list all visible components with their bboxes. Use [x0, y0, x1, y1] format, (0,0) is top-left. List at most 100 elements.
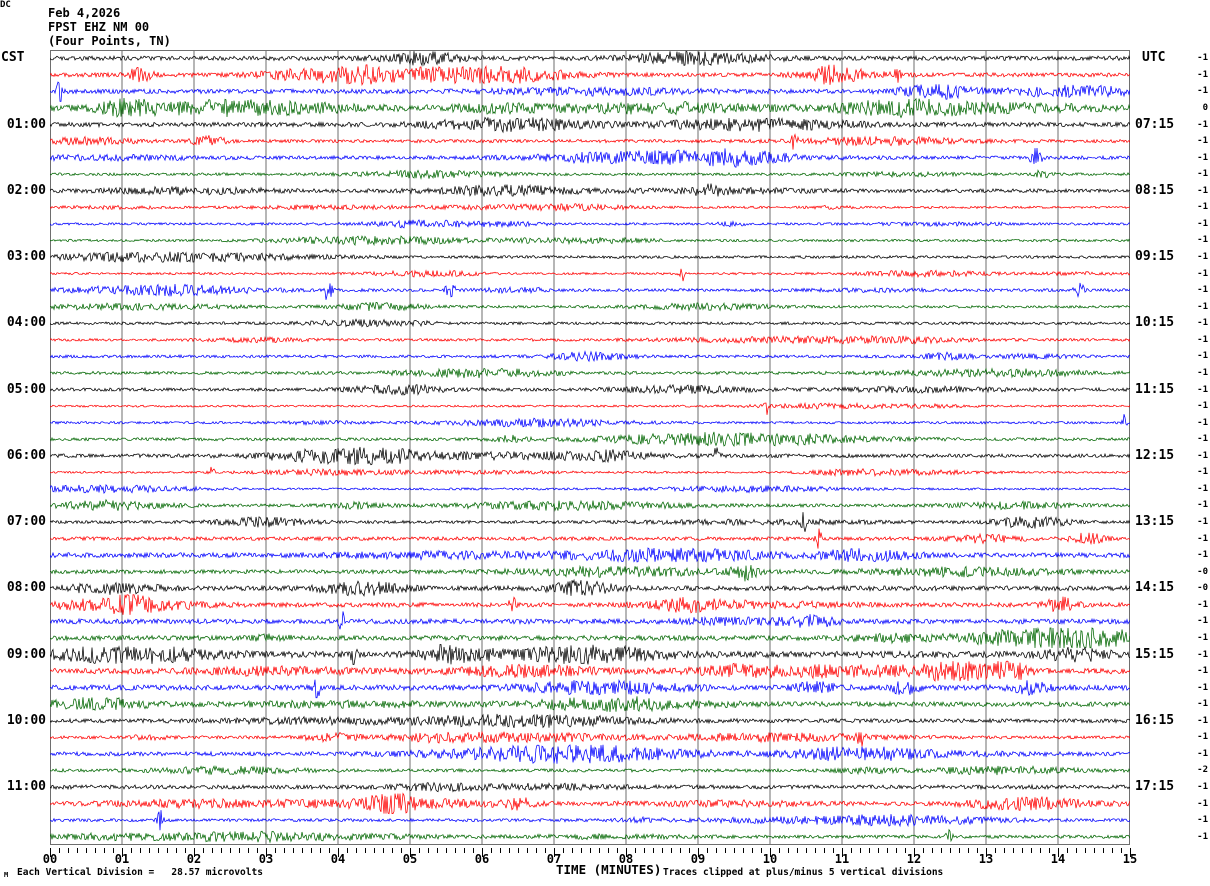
trace-row-43	[49, 765, 1131, 776]
cst-column-header: CST	[1, 50, 25, 65]
x-tick-label: 03	[258, 852, 274, 866]
clipping-note: Traces clipped at plus/minus 5 vertical …	[663, 867, 944, 878]
dc-value: -1	[1197, 483, 1208, 494]
x-tick-label: 12	[906, 852, 922, 866]
dc-value: -1	[1197, 136, 1208, 147]
dc-value: -1	[1197, 318, 1208, 329]
trace-row-13	[49, 268, 1131, 282]
trace-row-39	[49, 696, 1131, 713]
cst-time-label: 09:00	[6, 646, 46, 662]
cst-time-label: 02:00	[6, 182, 46, 198]
x-tick-label: 14	[1050, 852, 1066, 866]
cst-time-label: 08:00	[6, 580, 46, 596]
dc-value: -1	[1197, 500, 1208, 511]
trace-row-33	[49, 594, 1131, 615]
dc-value: -1	[1197, 550, 1208, 561]
trace-row-9	[49, 202, 1131, 213]
dc-value: 0	[1202, 102, 1208, 113]
dc-value: -1	[1197, 334, 1208, 345]
dc-value: -1	[1197, 252, 1208, 263]
x-tick-label: 10	[762, 852, 778, 866]
trace-row-16	[49, 318, 1131, 328]
dc-value: -1	[1197, 434, 1208, 445]
utc-time-label: 09:15	[1135, 249, 1175, 265]
utc-time-label: 14:15	[1135, 580, 1175, 596]
trace-row-46	[49, 810, 1131, 831]
dc-value: -1	[1197, 86, 1208, 97]
utc-time-label: 08:15	[1135, 182, 1175, 198]
dc-value: -1	[1197, 169, 1208, 180]
trace-row-23	[49, 431, 1131, 448]
trace-row-5	[49, 133, 1131, 150]
dc-value: -1	[1197, 351, 1208, 362]
trace-row-26	[49, 484, 1131, 494]
vertical-division-note: Each Vertical Division = 28.57 microvolt…	[17, 867, 263, 878]
header-station: FPST EHZ NM 00	[48, 20, 150, 34]
dc-value: -1	[1197, 417, 1208, 428]
cst-time-label: 04:00	[6, 315, 46, 331]
x-tick-label: 06	[474, 852, 490, 866]
seismogram-plot	[49, 50, 1131, 845]
trace-row-34	[49, 611, 1131, 630]
cst-time-label: 11:00	[6, 779, 46, 795]
trace-row-37	[49, 660, 1131, 682]
dc-value: -1	[1197, 782, 1208, 793]
dc-value: -1	[1197, 53, 1208, 64]
x-tick-label: 05	[402, 852, 418, 866]
dc-value: -1	[1197, 715, 1208, 726]
corner-mark: M	[4, 871, 9, 879]
dc-value: -1	[1197, 202, 1208, 213]
x-tick-label: 07	[546, 852, 562, 866]
dc-value: -1	[1197, 384, 1208, 395]
dc-value: -0	[1197, 566, 1208, 577]
trace-row-6	[49, 147, 1131, 168]
header-date: Feb 4,2026	[48, 6, 121, 20]
plot-header: Feb 4,2026 FPST EHZ NM 00 (Four Points, …	[48, 6, 171, 48]
trace-row-29	[49, 528, 1131, 549]
dc-value: -1	[1197, 666, 1208, 677]
trace-row-2	[49, 81, 1131, 102]
trace-row-15	[49, 301, 1131, 312]
trace-row-27	[49, 498, 1131, 512]
dc-value: -1	[1197, 450, 1208, 461]
dc-value: -1	[1197, 235, 1208, 246]
utc-time-label: 15:15	[1135, 646, 1175, 662]
trace-row-0	[49, 50, 1131, 67]
trace-row-44	[49, 781, 1131, 793]
trace-row-40	[49, 713, 1131, 729]
dc-value: -1	[1197, 798, 1208, 809]
dc-value: -1	[1197, 467, 1208, 478]
dc-value: -1	[1197, 732, 1208, 743]
x-axis-title: TIME (MINUTES)	[556, 862, 662, 877]
trace-row-35	[49, 627, 1131, 649]
header-location: (Four Points, TN)	[48, 34, 171, 48]
dc-value: -1	[1197, 815, 1208, 826]
cst-time-label: 07:00	[6, 514, 46, 530]
trace-row-22	[50, 414, 1131, 428]
cst-time-label: 05:00	[6, 381, 46, 397]
dc-value: -1	[1197, 533, 1208, 544]
x-tick-label: 01	[114, 852, 130, 866]
dc-value: -0	[1197, 583, 1208, 594]
dc-value: -1	[1197, 699, 1208, 710]
cst-time-label: 01:00	[6, 116, 46, 132]
trace-row-47	[49, 828, 1131, 844]
trace-row-8	[49, 183, 1131, 197]
dc-value: -2	[1197, 765, 1208, 776]
dc-value: -1	[1197, 301, 1208, 312]
trace-row-19	[49, 367, 1131, 379]
dc-value: -1	[1197, 285, 1208, 296]
cst-time-label: 10:00	[6, 712, 46, 728]
utc-time-label: 07:15	[1135, 116, 1175, 132]
dc-value: -1	[1197, 599, 1208, 610]
dc-value: -1	[1197, 616, 1208, 627]
dc-value: -1	[1197, 268, 1208, 279]
trace-row-25	[49, 466, 1131, 478]
dc-value: -1	[1197, 517, 1208, 528]
trace-row-11	[49, 235, 1131, 247]
dc-value: -1	[1197, 682, 1208, 693]
trace-row-45	[49, 792, 1131, 815]
trace-row-17	[49, 334, 1131, 345]
dc-value: -1	[1197, 831, 1208, 842]
